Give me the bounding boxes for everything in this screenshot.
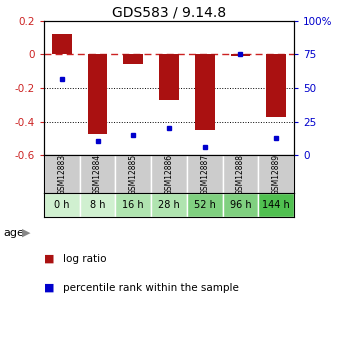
Bar [223, 155, 258, 193]
Bar [80, 155, 115, 193]
Bar [223, 193, 258, 217]
Bar [115, 193, 151, 217]
Text: GSM12887: GSM12887 [200, 154, 209, 195]
Bar [115, 155, 151, 193]
Bar [123, 55, 143, 65]
Bar [151, 155, 187, 193]
Text: log ratio: log ratio [63, 254, 106, 264]
Bar [44, 155, 80, 193]
Text: ▶: ▶ [22, 228, 30, 238]
Bar [80, 193, 115, 217]
Text: percentile rank within the sample: percentile rank within the sample [63, 283, 238, 293]
Bar [195, 55, 215, 130]
Bar [258, 193, 294, 217]
Bar [159, 55, 179, 100]
Bar [151, 193, 187, 217]
Text: 0 h: 0 h [54, 200, 70, 210]
Bar [187, 193, 223, 217]
Text: age: age [3, 228, 24, 238]
Bar [258, 155, 294, 193]
Text: GSM12888: GSM12888 [236, 154, 245, 195]
Text: GSM12883: GSM12883 [57, 154, 66, 195]
Bar [88, 55, 107, 134]
Bar [231, 55, 250, 56]
Text: 28 h: 28 h [158, 200, 180, 210]
Bar [187, 155, 223, 193]
Text: 16 h: 16 h [122, 200, 144, 210]
Text: ■: ■ [44, 283, 54, 293]
Text: 52 h: 52 h [194, 200, 216, 210]
Bar [266, 55, 286, 117]
Text: 96 h: 96 h [230, 200, 251, 210]
Bar [52, 34, 72, 55]
Text: GSM12885: GSM12885 [129, 154, 138, 195]
Text: GSM12889: GSM12889 [272, 154, 281, 195]
Bar [44, 193, 80, 217]
Text: GSM12886: GSM12886 [165, 154, 173, 195]
Text: GSM12884: GSM12884 [93, 154, 102, 195]
Title: GDS583 / 9.14.8: GDS583 / 9.14.8 [112, 6, 226, 20]
Text: 144 h: 144 h [262, 200, 290, 210]
Text: ■: ■ [44, 254, 54, 264]
Text: 8 h: 8 h [90, 200, 105, 210]
